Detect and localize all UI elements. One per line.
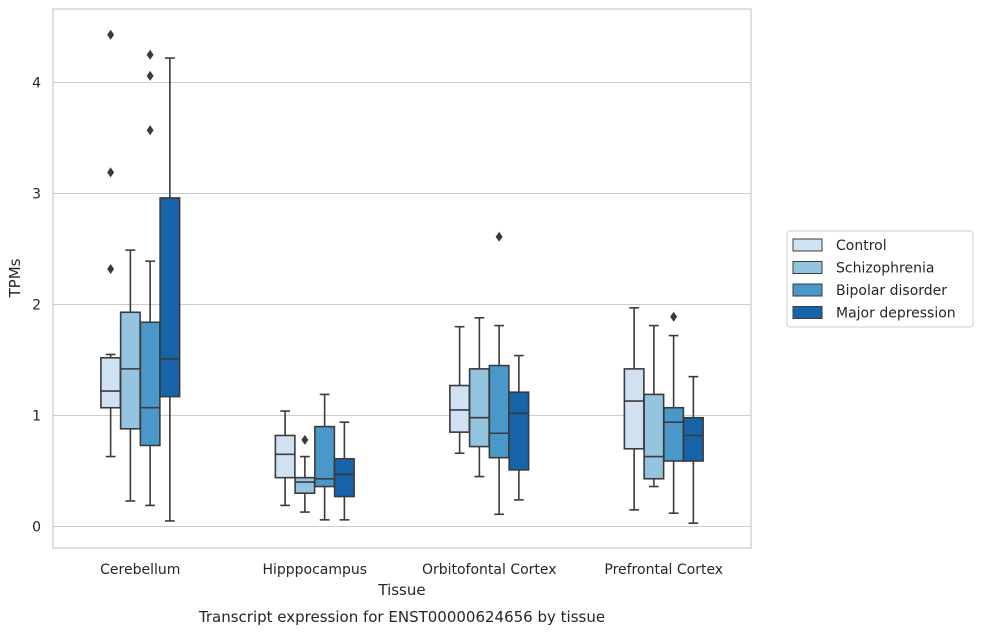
box-iqr — [314, 425, 336, 488]
box — [139, 49, 161, 507]
y-tick-labels: 0 1 2 3 4 — [32, 76, 41, 536]
box — [333, 421, 355, 521]
outlier-marker — [146, 70, 154, 81]
legend-label: Schizophrenia — [836, 261, 934, 277]
outlier-marker — [495, 231, 503, 242]
box — [643, 324, 665, 488]
outlier-marker — [670, 311, 678, 322]
outlier-marker — [107, 29, 115, 40]
x-tick-label: Hipppocampus — [262, 562, 367, 578]
x-tick-labels: Cerebellum Hipppocampus Orbitofontal Corte… — [100, 562, 723, 578]
box-iqr — [274, 434, 296, 479]
x-axis-title: Tissue — [377, 581, 425, 599]
box — [314, 393, 336, 521]
legend-label: Bipolar disorder — [836, 283, 947, 299]
x-tick-label: Prefrontal Cortex — [604, 562, 723, 578]
series-control — [100, 29, 645, 511]
box-iqr — [623, 368, 645, 450]
legend: Control Schizophrenia Bipolar disorder Majo… — [786, 230, 974, 328]
box-iqr — [119, 311, 141, 430]
box-iqr — [468, 368, 490, 448]
box — [488, 231, 510, 516]
box-iqr — [139, 321, 161, 447]
legend-items: Control Schizophrenia Bipolar disorder Majo… — [792, 238, 956, 322]
box — [100, 29, 122, 458]
legend-item: Schizophrenia — [792, 261, 934, 277]
legend-label: Control — [836, 238, 887, 254]
box — [274, 410, 296, 507]
x-tick-label: Orbitofontal Cortex — [422, 562, 557, 578]
legend-swatch — [792, 283, 823, 297]
legend-swatch — [792, 238, 823, 252]
y-tick-label: 3 — [32, 187, 41, 203]
box — [508, 354, 530, 501]
outlier-marker — [146, 125, 154, 136]
x-tick-label: Cerebellum — [100, 562, 180, 578]
box-iqr — [294, 476, 316, 495]
legend-item: Major depression — [792, 306, 956, 322]
box-series — [100, 29, 704, 524]
box-iqr — [643, 393, 665, 480]
y-tick-label: 1 — [32, 409, 41, 425]
outlier-marker — [107, 263, 115, 274]
box — [682, 375, 704, 524]
box — [159, 57, 181, 522]
legend-item: Control — [792, 238, 887, 254]
box-iqr — [100, 356, 122, 409]
y-axis-title: TPMs — [6, 258, 24, 298]
legend-item: Bipolar disorder — [792, 283, 947, 299]
legend-label: Major depression — [836, 306, 956, 322]
legend-swatch — [792, 261, 823, 274]
box — [119, 249, 141, 502]
legend-frame — [786, 230, 974, 328]
box-iqr — [488, 364, 510, 459]
y-tick-label: 2 — [32, 298, 41, 314]
outlier-marker — [107, 167, 115, 178]
outlier-marker — [301, 434, 309, 445]
outlier-marker — [146, 49, 154, 60]
box-iqr — [449, 384, 471, 433]
box-iqr — [333, 457, 355, 498]
box-iqr — [663, 406, 685, 462]
y-tick-label: 0 — [32, 520, 41, 536]
box-iqr — [508, 391, 530, 471]
box-iqr — [682, 416, 704, 462]
chart-caption: Transcript expression for ENST0000062465… — [198, 608, 605, 626]
series-major-depression — [159, 57, 704, 524]
box-iqr — [159, 197, 181, 398]
series-bipolar-disorder — [139, 49, 685, 521]
legend-swatch — [792, 306, 823, 319]
y-tick-label: 4 — [32, 76, 41, 92]
box — [663, 311, 685, 514]
